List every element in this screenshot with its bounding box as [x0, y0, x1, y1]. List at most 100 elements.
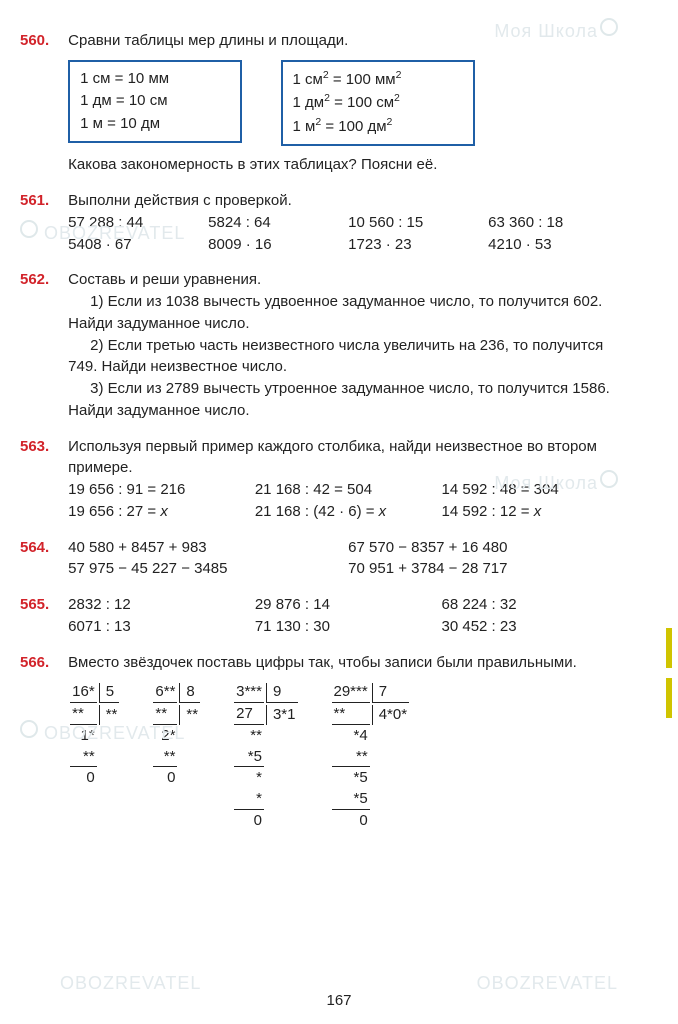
step: *5 — [332, 769, 370, 788]
dividend: 3*** — [234, 683, 264, 703]
quotient: 4*0* — [372, 705, 409, 725]
divisor: 8 — [179, 683, 200, 703]
watermark-text: OBOZREVATEL — [477, 970, 618, 996]
math-expr: 4210 · 53 — [488, 234, 628, 256]
math-expr: 5824 : 64 — [208, 212, 348, 234]
divisor: 9 — [266, 683, 298, 703]
math-expr: 40 580 + 8457 + 983 — [68, 537, 348, 559]
problem-number: 563. — [20, 436, 64, 458]
box-line: 1 дм2 = 100 см2 — [293, 91, 463, 115]
step: 2* — [153, 727, 177, 746]
step: ** — [153, 705, 177, 725]
problem-564: 564. 40 580 + 8457 + 983 67 570 − 8357 +… — [20, 537, 648, 581]
dividend: 16* — [70, 683, 97, 703]
math-expr: 5408 · 67 — [68, 234, 208, 256]
math-expr: 71 130 : 30 — [255, 616, 442, 638]
measure-box-length: 1 см = 10 мм 1 дм = 10 см 1 м = 10 дм — [68, 60, 242, 144]
bookmark-marker — [666, 678, 672, 718]
step: 0 — [332, 812, 370, 831]
watermark-logo — [20, 720, 38, 738]
quotient: 3*1 — [266, 705, 298, 725]
problem-number: 565. — [20, 594, 64, 616]
math-expr: 2832 : 12 — [68, 594, 255, 616]
dividend: 29*** — [332, 683, 370, 703]
step: ** — [332, 748, 370, 768]
box-line: 1 см2 = 100 мм2 — [293, 68, 463, 92]
problem-number: 562. — [20, 269, 64, 291]
bookmark-marker — [666, 628, 672, 668]
quotient: ** — [179, 705, 200, 725]
problem-561: 561. Выполни действия с проверкой. 57 28… — [20, 190, 648, 255]
math-expr: 10 560 : 15 — [348, 212, 488, 234]
math-expr: 70 951 + 3784 − 28 717 — [348, 558, 628, 580]
problem-number: 561. — [20, 190, 64, 212]
measure-box-area: 1 см2 = 100 мм2 1 дм2 = 100 см2 1 м2 = 1… — [281, 60, 475, 147]
long-division-3: 3*** 9 27 3*1 ** *5 * * 0 — [232, 681, 299, 832]
problem-item: 2) Если третью часть неизвестного числа … — [68, 335, 628, 379]
problem-565: 565. 2832 : 12 29 876 : 14 68 224 : 32 6… — [20, 594, 648, 638]
problem-560: 560. Сравни таблицы мер длины и площади.… — [20, 30, 648, 176]
long-division-2: 6** 8 ** ** 2* ** 0 — [151, 681, 202, 790]
box-line: 1 дм = 10 см — [80, 90, 230, 113]
problem-text: Вместо звёздочек поставь цифры так, чтоб… — [68, 652, 628, 674]
step: 0 — [153, 769, 177, 788]
watermark-logo — [600, 470, 618, 488]
step: *5 — [234, 748, 264, 768]
step: ** — [153, 748, 177, 768]
page-number: 167 — [326, 990, 351, 1012]
math-expr: 19 656 : 91 = 216 — [68, 479, 255, 501]
step: *4 — [332, 727, 370, 746]
math-expr: 29 876 : 14 — [255, 594, 442, 616]
problem-566: 566. Вместо звёздочек поставь цифры так,… — [20, 652, 648, 833]
problem-followup: Какова закономерность в этих таблицах? П… — [68, 154, 628, 176]
watermark-logo — [20, 220, 38, 238]
textbook-page: Моя Школа OBOZREVATEL Моя Школа OBOZREVA… — [0, 0, 678, 1024]
problem-item: 1) Если из 1038 вычесть удвоенное задума… — [68, 291, 628, 335]
dividend: 6** — [153, 683, 177, 703]
problem-item: 3) Если из 2789 вычесть утроенное задума… — [68, 378, 628, 422]
step: ** — [70, 705, 97, 725]
math-expr: 57 288 : 44 — [68, 212, 208, 234]
math-expr: 30 452 : 23 — [442, 616, 629, 638]
problem-562: 562. Составь и реши уравнения. 1) Если и… — [20, 269, 648, 421]
math-expr: 21 168 : (42 · 6) = x — [255, 501, 442, 523]
box-line: 1 см = 10 мм — [80, 68, 230, 91]
step: ** — [332, 705, 370, 725]
math-expr: 63 360 : 18 — [488, 212, 628, 234]
math-expr: 1723 · 23 — [348, 234, 488, 256]
step: ** — [70, 748, 97, 768]
step: * — [234, 769, 264, 788]
math-expr: 68 224 : 32 — [442, 594, 629, 616]
step: 1* — [70, 727, 97, 746]
watermark-logo — [600, 18, 618, 36]
step: * — [234, 790, 264, 810]
step: 0 — [234, 812, 264, 831]
step: ** — [234, 727, 264, 746]
math-expr: 21 168 : 42 = 504 — [255, 479, 442, 501]
math-expr: 57 975 − 45 227 − 3485 — [68, 558, 348, 580]
box-line: 1 м2 = 100 дм2 — [293, 115, 463, 139]
math-expr: 19 656 : 27 = x — [68, 501, 255, 523]
math-expr: 6071 : 13 — [68, 616, 255, 638]
step: 27 — [234, 705, 264, 725]
math-expr: 8009 · 16 — [208, 234, 348, 256]
divisor: 7 — [372, 683, 409, 703]
problem-text: Сравни таблицы мер длины и площади. — [68, 30, 628, 52]
quotient: ** — [99, 705, 120, 725]
math-expr: 67 570 − 8357 + 16 480 — [348, 537, 628, 559]
problem-563: 563. Используя первый пример каждого сто… — [20, 436, 648, 523]
problem-text: Используя первый пример каждого столбика… — [68, 436, 628, 480]
math-expr: 14 592 : 12 = x — [442, 501, 629, 523]
problem-number: 560. — [20, 30, 64, 52]
problem-text: Выполни действия с проверкой. — [68, 190, 628, 212]
problem-text: Составь и реши уравнения. — [68, 269, 628, 291]
divisor: 5 — [99, 683, 120, 703]
watermark-text: OBOZREVATEL — [60, 970, 201, 996]
problem-number: 566. — [20, 652, 64, 674]
step: 0 — [70, 769, 97, 788]
long-division-4: 29*** 7 ** 4*0* *4 ** *5 *5 0 — [330, 681, 412, 832]
box-line: 1 м = 10 дм — [80, 113, 230, 136]
step: *5 — [332, 790, 370, 810]
problem-number: 564. — [20, 537, 64, 559]
long-division-1: 16* 5 ** ** 1* ** 0 — [68, 681, 121, 790]
